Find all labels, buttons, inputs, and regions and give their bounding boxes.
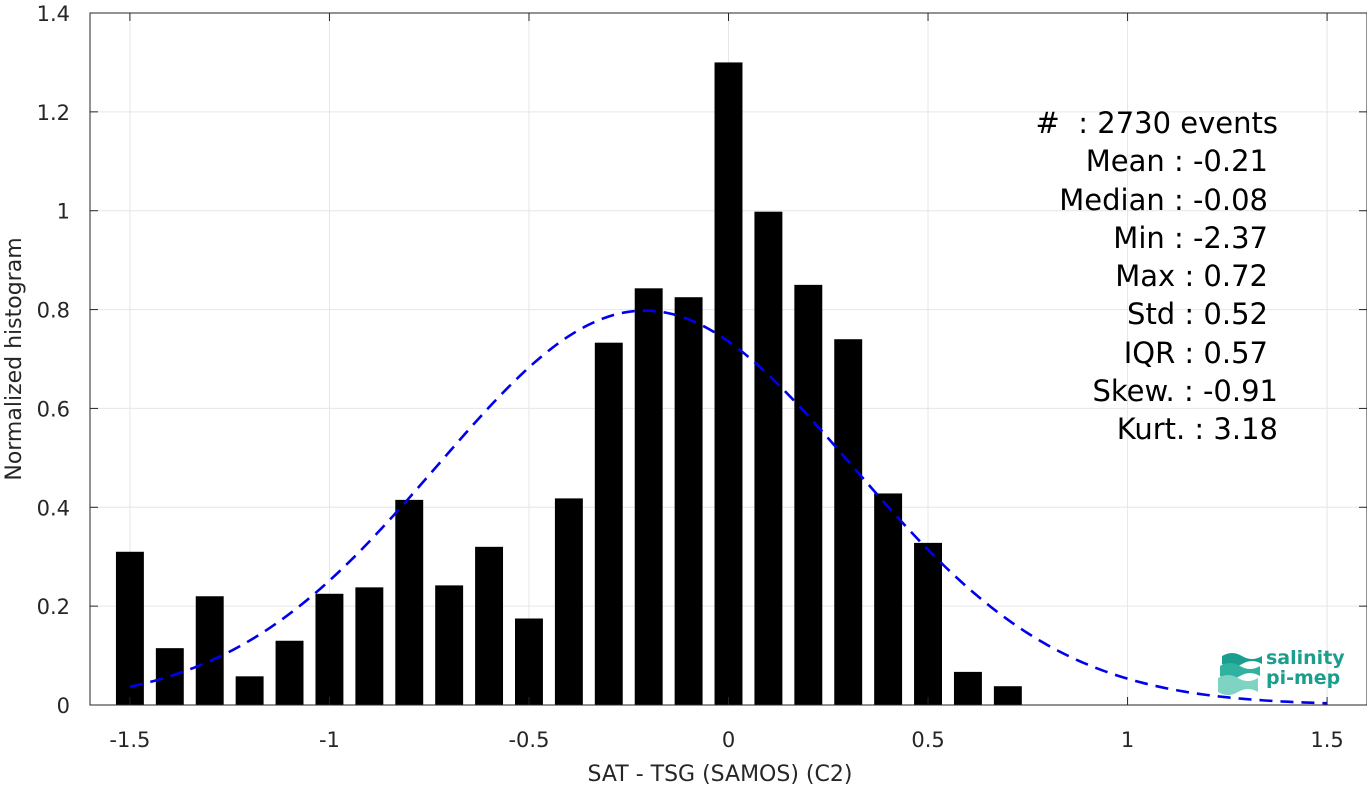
bars [115, 62, 1022, 705]
bar-13 [634, 288, 663, 705]
stat-std: Std : 0.52 [1127, 297, 1268, 332]
y-tick-label-1: 0.2 [37, 595, 70, 619]
bar-20 [914, 542, 942, 705]
bar-6 [355, 587, 384, 705]
wave-logo-icon [1218, 653, 1262, 695]
normal-fit-curve [129, 309, 1328, 705]
bar-22 [993, 686, 1022, 705]
stat-events: # : 2730 events [1035, 106, 1278, 140]
y-tick-label-5: 1 [57, 200, 70, 224]
stat-mean: Mean : -0.21 [1085, 144, 1268, 179]
bar-12 [594, 342, 623, 705]
bar-14 [674, 297, 703, 705]
x-tick-label-1: -1 [319, 728, 340, 752]
bar-17 [794, 284, 823, 705]
stat-iqr: IQR : 0.57 [1123, 335, 1268, 370]
bar-19 [874, 493, 903, 705]
logo-line-1: salinity [1266, 647, 1345, 669]
stat-max: Max : 0.72 [1115, 259, 1268, 294]
stat-kurt: Kurt. : 3.18 [1116, 412, 1278, 447]
x-tick-label-5: 1 [1121, 728, 1134, 752]
logo-text: salinity pi-mep [1266, 648, 1345, 688]
y-tick-label-7: 1.4 [37, 2, 70, 26]
y-tick-label-6: 1.2 [37, 101, 70, 125]
bar-2 [195, 596, 224, 705]
y-axis-label: Normalized histogram [2, 237, 27, 480]
bar-11 [554, 498, 583, 705]
bar-7 [395, 499, 424, 705]
bar-3 [235, 676, 264, 705]
x-tick-label-6: 1.5 [1310, 728, 1343, 752]
y-tick-label-2: 0.4 [37, 496, 70, 520]
y-tick-label-4: 0.8 [37, 299, 70, 323]
x-tick-label-2: -0.5 [508, 728, 549, 752]
bar-15 [714, 62, 743, 705]
stat-median: Median : -0.08 [1059, 182, 1268, 217]
y-tick-label-0: 0 [57, 694, 70, 718]
x-axis-ticks: -1.5 -1 -0.5 0 0.5 1 1.5 [109, 13, 1344, 752]
x-tick-label-3: 0 [722, 728, 735, 752]
bar-18 [834, 339, 863, 705]
x-tick-label-0: -1.5 [109, 728, 150, 752]
stat-skew: Skew. : -0.91 [1092, 374, 1278, 409]
y-tick-label-3: 0.6 [37, 397, 70, 421]
bar-4 [275, 640, 304, 705]
statistics-panel: # : 2730 events Mean : -0.21 Median : -0… [1036, 104, 1278, 449]
bar-0 [115, 551, 144, 705]
x-tick-label-4: 0.5 [911, 728, 944, 752]
y-axis-ticks: 0 0.2 0.4 0.6 0.8 1 1.2 1.4 [37, 2, 1367, 718]
x-axis-label: SAT - TSG (SAMOS) (C2) [588, 762, 853, 785]
bar-8 [435, 585, 464, 705]
stat-min: Min : -2.37 [1113, 220, 1268, 255]
salinity-pi-mep-logo: salinity pi-mep [1216, 646, 1346, 696]
bar-21 [953, 671, 982, 705]
bar-1 [155, 648, 184, 705]
bar-10 [515, 618, 543, 705]
bar-5 [315, 593, 344, 705]
logo-line-2: pi-mep [1266, 667, 1341, 689]
bar-16 [754, 211, 783, 705]
bar-9 [475, 546, 504, 705]
